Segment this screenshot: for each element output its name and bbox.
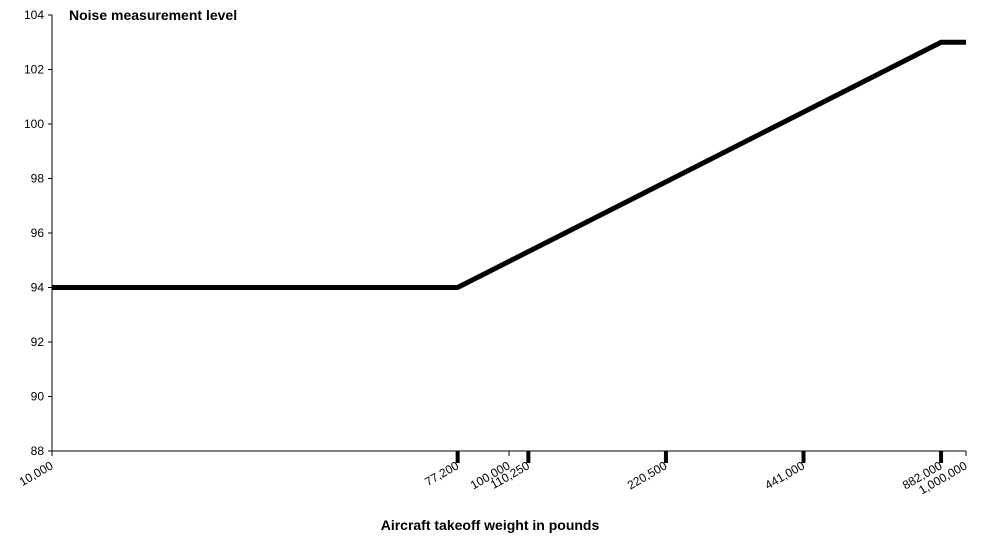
y-tick-label: 94 <box>31 281 45 295</box>
y-tick-label: 104 <box>24 8 44 22</box>
x-axis-label: Aircraft takeoff weight in pounds <box>381 517 600 533</box>
x-tick-label: 10,000 <box>17 458 56 489</box>
series-group <box>52 39 966 290</box>
y-tick-label: 88 <box>31 444 45 458</box>
x-tick-label: 77,200 <box>422 458 461 489</box>
y-axis: 88 90 92 94 96 98 100 102 104 <box>24 8 53 458</box>
y-tick-label: 100 <box>24 117 44 131</box>
y-tick-label: 98 <box>31 172 45 186</box>
x-tick-label: 441,000 <box>762 458 807 492</box>
y-tick-label: 96 <box>31 226 45 240</box>
y-tick-label: 102 <box>24 63 44 77</box>
y-tick-label: 92 <box>31 335 45 349</box>
chart-title: Noise measurement level <box>69 7 237 23</box>
series-line-0 <box>52 39 966 290</box>
x-tick-label: 110,250 <box>488 458 532 492</box>
y-tick-label: 90 <box>31 390 45 404</box>
x-tick-label: 220,500 <box>625 458 670 492</box>
